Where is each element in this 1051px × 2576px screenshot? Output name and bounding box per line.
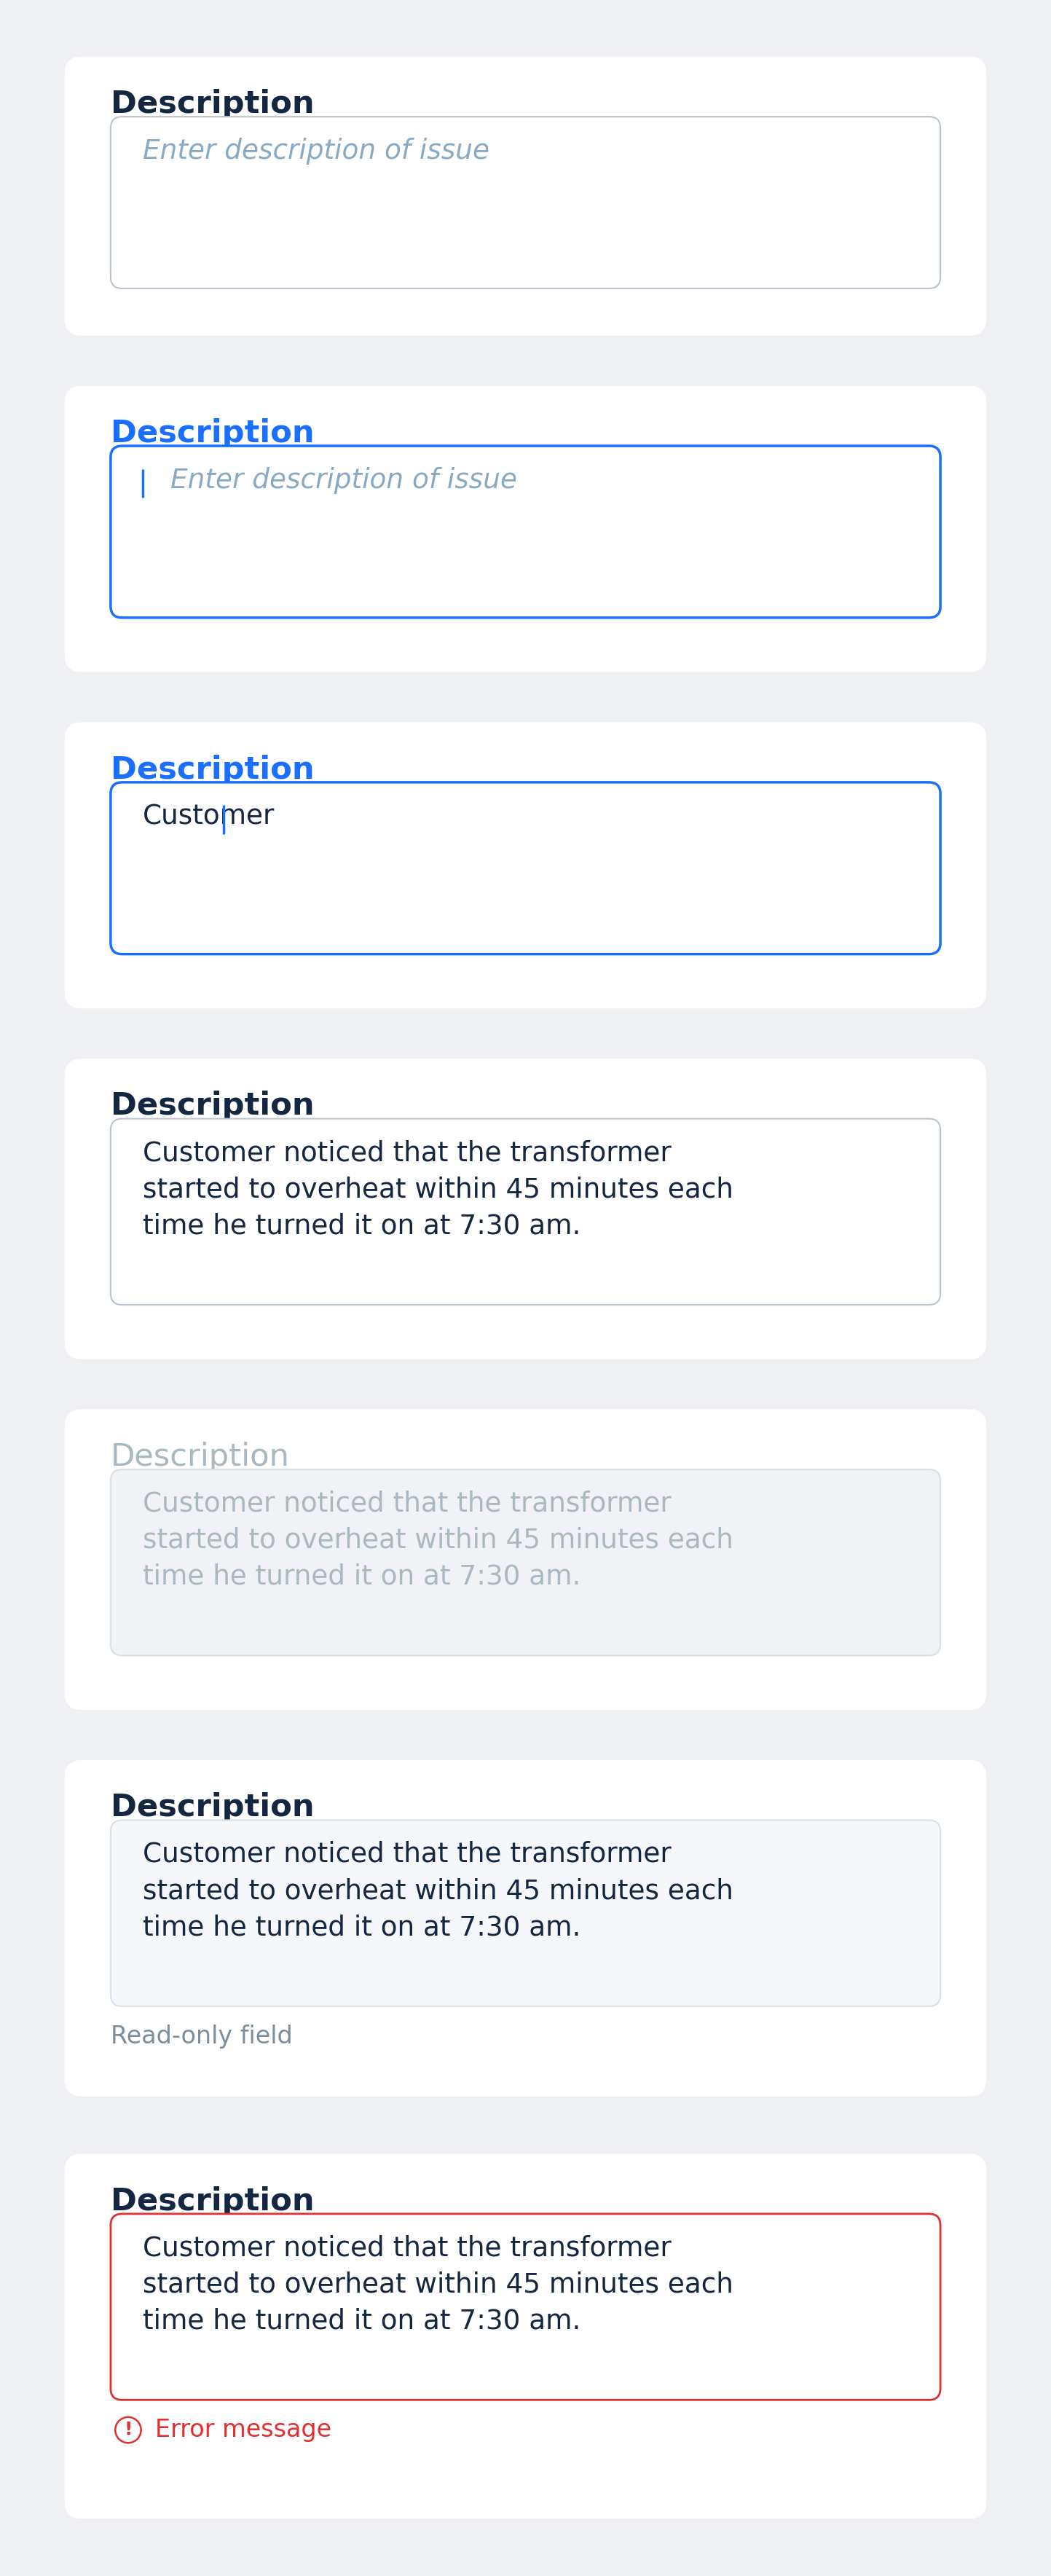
FancyBboxPatch shape [64, 1059, 987, 1360]
Text: Customer noticed that the transformer
started to overheat within 45 minutes each: Customer noticed that the transformer st… [143, 1839, 734, 1940]
FancyBboxPatch shape [64, 57, 987, 337]
Text: Customer noticed that the transformer
started to overheat within 45 minutes each: Customer noticed that the transformer st… [143, 1139, 734, 1239]
FancyBboxPatch shape [110, 783, 941, 956]
Text: Read-only field: Read-only field [110, 2025, 292, 2048]
Text: Description: Description [110, 88, 314, 118]
FancyBboxPatch shape [110, 1821, 941, 2007]
Text: Error message: Error message [154, 2416, 331, 2442]
Text: Customer noticed that the transformer
started to overheat within 45 minutes each: Customer noticed that the transformer st… [143, 2233, 734, 2334]
Text: Description: Description [110, 1793, 314, 1821]
Text: Description: Description [110, 1440, 290, 1471]
Text: Description: Description [110, 1090, 314, 1121]
Text: Customer: Customer [143, 804, 275, 829]
Text: Enter description of issue: Enter description of issue [170, 466, 517, 495]
FancyBboxPatch shape [64, 1409, 987, 1710]
FancyBboxPatch shape [64, 724, 987, 1010]
FancyBboxPatch shape [110, 2213, 941, 2401]
FancyBboxPatch shape [110, 446, 941, 618]
FancyBboxPatch shape [110, 1471, 941, 1656]
FancyBboxPatch shape [64, 1759, 987, 2097]
FancyBboxPatch shape [110, 1118, 941, 1306]
FancyBboxPatch shape [64, 2154, 987, 2519]
Text: Description: Description [110, 2184, 314, 2215]
FancyBboxPatch shape [110, 118, 941, 289]
Text: Customer noticed that the transformer
started to overheat within 45 minutes each: Customer noticed that the transformer st… [143, 1489, 734, 1589]
FancyBboxPatch shape [64, 386, 987, 672]
Text: Description: Description [110, 417, 314, 448]
Text: Description: Description [110, 755, 314, 786]
Text: Enter description of issue: Enter description of issue [143, 137, 490, 165]
Text: !: ! [124, 2419, 132, 2437]
